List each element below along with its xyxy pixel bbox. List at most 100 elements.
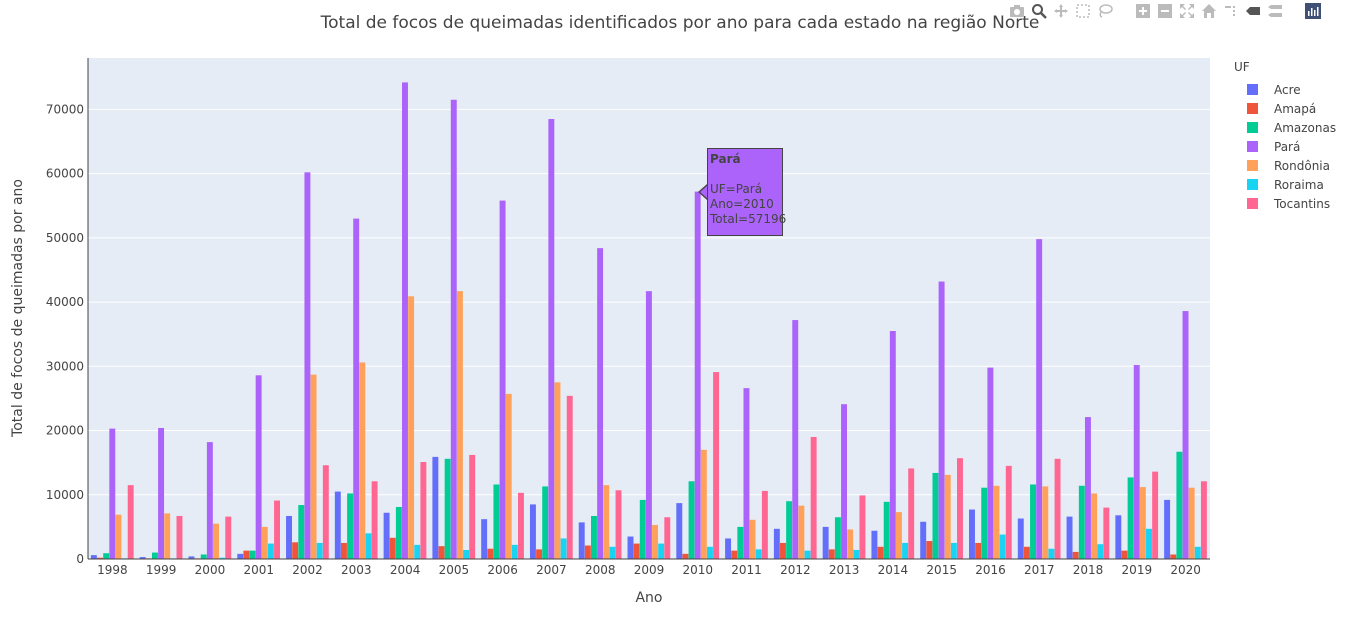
bar[interactable] <box>969 509 975 559</box>
bar[interactable] <box>353 218 360 560</box>
zoom-icon[interactable] <box>1030 2 1048 20</box>
bar[interactable] <box>1048 548 1055 559</box>
bar[interactable] <box>560 538 567 559</box>
bar[interactable] <box>188 556 195 559</box>
bar[interactable] <box>859 495 866 559</box>
bar[interactable] <box>804 550 811 559</box>
bar[interactable] <box>542 486 549 559</box>
bar[interactable] <box>834 517 841 559</box>
bar[interactable] <box>841 404 847 559</box>
bar[interactable] <box>627 536 634 559</box>
bar[interactable] <box>487 548 494 559</box>
hover-closest-icon[interactable] <box>1244 2 1262 20</box>
zoom-in-icon[interactable] <box>1134 2 1152 20</box>
bar[interactable] <box>115 514 122 559</box>
bar[interactable] <box>743 388 750 559</box>
bar[interactable] <box>944 474 951 559</box>
bar[interactable] <box>395 506 402 559</box>
plotly-logo-icon[interactable] <box>1304 2 1322 20</box>
bar[interactable] <box>1176 451 1183 559</box>
bar[interactable] <box>139 557 146 559</box>
bar[interactable] <box>127 485 134 559</box>
bar[interactable] <box>225 516 232 559</box>
bar[interactable] <box>1072 551 1079 559</box>
bar[interactable] <box>1097 544 1104 559</box>
bar[interactable] <box>158 427 165 559</box>
hover-compare-icon[interactable] <box>1266 2 1284 20</box>
bar[interactable] <box>1200 481 1207 559</box>
bar[interactable] <box>1054 458 1061 559</box>
bar[interactable] <box>554 382 561 559</box>
bar[interactable] <box>371 481 378 559</box>
bar[interactable] <box>938 281 945 559</box>
bar[interactable] <box>499 200 506 560</box>
bar[interactable] <box>792 320 799 559</box>
bar[interactable] <box>926 541 933 559</box>
bar[interactable] <box>847 529 854 559</box>
bar[interactable] <box>895 512 902 559</box>
bar[interactable] <box>889 330 896 559</box>
bar[interactable] <box>603 485 610 559</box>
bar[interactable] <box>1036 239 1043 559</box>
bar[interactable] <box>200 554 207 559</box>
bar[interactable] <box>1103 507 1110 559</box>
bar[interactable] <box>322 465 329 559</box>
bar[interactable] <box>340 542 347 559</box>
bar[interactable] <box>737 526 744 559</box>
bar[interactable] <box>731 550 738 559</box>
bar[interactable] <box>780 542 786 559</box>
bar[interactable] <box>274 500 281 559</box>
bar[interactable] <box>463 550 470 559</box>
bar[interactable] <box>402 82 408 560</box>
bar[interactable] <box>694 191 701 560</box>
bar[interactable] <box>633 543 640 559</box>
bar[interactable] <box>1023 546 1030 559</box>
bar[interactable] <box>1146 528 1152 559</box>
bar[interactable] <box>786 501 793 559</box>
pan-icon[interactable] <box>1052 2 1070 20</box>
bar[interactable] <box>1139 487 1146 559</box>
bar[interactable] <box>243 550 250 559</box>
bar[interactable] <box>798 505 805 559</box>
bar[interactable] <box>883 501 890 559</box>
bar[interactable] <box>432 456 439 559</box>
bar[interactable] <box>950 542 957 559</box>
bar[interactable] <box>536 549 543 559</box>
bar[interactable] <box>219 557 226 559</box>
bar[interactable] <box>713 372 720 559</box>
bar[interactable] <box>414 544 421 559</box>
bar[interactable] <box>658 543 665 559</box>
bar[interactable] <box>164 513 171 559</box>
bar[interactable] <box>981 487 988 559</box>
bar[interactable] <box>902 542 909 559</box>
bar[interactable] <box>999 534 1006 559</box>
bar[interactable] <box>261 526 268 559</box>
autoscale-icon[interactable] <box>1178 2 1196 20</box>
bar[interactable] <box>700 449 707 559</box>
reset-axes-icon[interactable] <box>1200 2 1218 20</box>
bar[interactable] <box>853 550 860 559</box>
bar[interactable] <box>664 517 671 559</box>
bar[interactable] <box>316 542 323 559</box>
bar[interactable] <box>469 454 476 559</box>
bar[interactable] <box>529 504 536 559</box>
bar[interactable] <box>975 542 982 559</box>
bar[interactable] <box>578 522 585 559</box>
bar[interactable] <box>255 375 262 559</box>
bar[interactable] <box>725 538 732 559</box>
bar[interactable] <box>810 436 817 559</box>
bar[interactable] <box>1017 518 1024 559</box>
legend-item[interactable]: Tocantins <box>1234 194 1336 213</box>
bar[interactable] <box>511 544 518 559</box>
bar[interactable] <box>298 505 305 559</box>
bar[interactable] <box>609 546 616 559</box>
bar[interactable] <box>505 393 512 559</box>
bar[interactable] <box>688 481 695 559</box>
bar[interactable] <box>1152 471 1159 559</box>
legend-item[interactable]: Pará <box>1234 137 1336 156</box>
bar[interactable] <box>1170 554 1177 559</box>
bar[interactable] <box>584 545 591 559</box>
bar[interactable] <box>493 484 500 559</box>
bar[interactable] <box>676 503 683 559</box>
